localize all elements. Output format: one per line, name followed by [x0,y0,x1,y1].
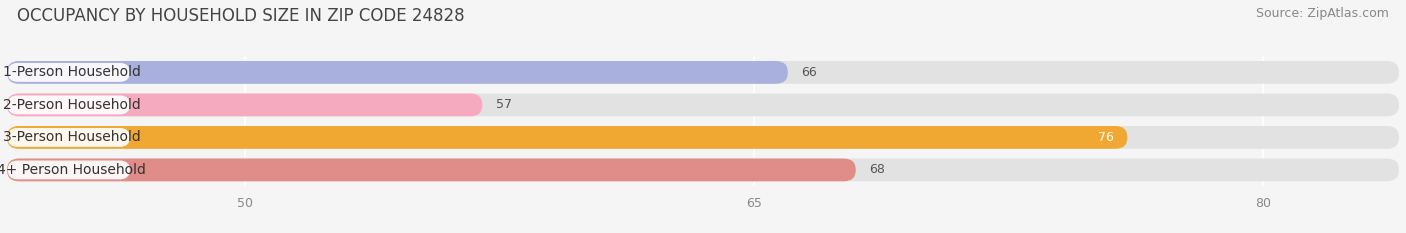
Text: 1-Person Household: 1-Person Household [3,65,141,79]
Text: OCCUPANCY BY HOUSEHOLD SIZE IN ZIP CODE 24828: OCCUPANCY BY HOUSEHOLD SIZE IN ZIP CODE … [17,7,464,25]
FancyBboxPatch shape [7,61,1399,84]
FancyBboxPatch shape [7,158,856,181]
FancyBboxPatch shape [7,126,1128,149]
Text: 66: 66 [801,66,817,79]
Text: 76: 76 [1098,131,1114,144]
Text: 3-Person Household: 3-Person Household [3,130,141,144]
Text: 57: 57 [496,98,512,111]
FancyBboxPatch shape [7,93,482,116]
Text: 4+ Person Household: 4+ Person Household [0,163,146,177]
FancyBboxPatch shape [7,93,1399,116]
FancyBboxPatch shape [7,161,129,179]
FancyBboxPatch shape [7,126,1399,149]
FancyBboxPatch shape [7,128,129,147]
Text: 68: 68 [869,163,886,176]
Text: Source: ZipAtlas.com: Source: ZipAtlas.com [1256,7,1389,20]
FancyBboxPatch shape [7,96,129,114]
Text: 2-Person Household: 2-Person Household [3,98,141,112]
FancyBboxPatch shape [7,61,787,84]
FancyBboxPatch shape [7,63,129,82]
FancyBboxPatch shape [7,158,1399,181]
